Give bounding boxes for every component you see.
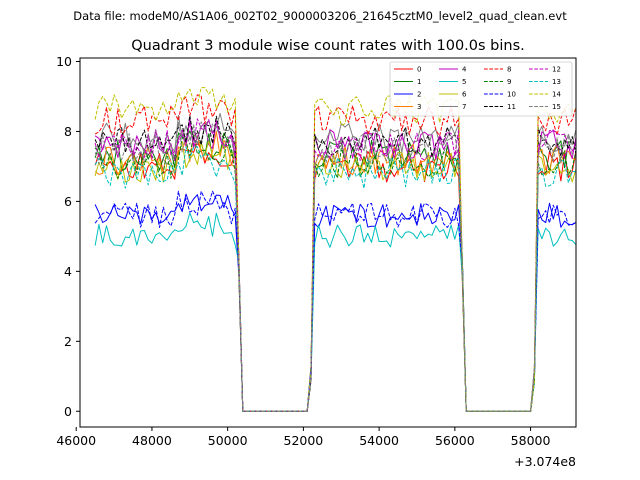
legend-label: 14: [552, 91, 561, 99]
axis-ticks: 46000 48000 50000 52000 54000 56000 58000 0 2 4 6 8…: [56, 54, 550, 448]
legend-label: 11: [507, 103, 516, 111]
series-line-1: [94, 130, 576, 412]
series-line-7: [95, 112, 576, 412]
series-line-13: [94, 146, 576, 412]
legend-label: 9: [507, 78, 511, 86]
series-line-2: [94, 193, 576, 412]
legend-label: 15: [552, 103, 561, 111]
legend-label: 5: [462, 78, 466, 86]
legend-frame: [389, 61, 573, 117]
plot-series-layer: [94, 87, 576, 412]
series-line-11: [94, 115, 576, 412]
series-line-0: [94, 141, 576, 412]
y-tick-label: 2: [64, 334, 72, 349]
x-axis-offset-label: +3.074e8: [514, 454, 576, 469]
legend-label: 10: [507, 91, 516, 99]
legend-label: 6: [462, 91, 467, 99]
y-tick-label: 10: [56, 54, 72, 69]
x-tick-label: 50000: [208, 433, 248, 448]
y-tick-label: 6: [64, 194, 72, 209]
series-line-8: [94, 94, 576, 412]
figure-suptitle: Data file: modeM0/AS1A06_002T02_90000032…: [73, 9, 567, 23]
legend-label: 12: [552, 66, 561, 74]
legend-label: 1: [417, 78, 421, 86]
y-tick-label: 4: [64, 264, 72, 279]
series-line-15: [94, 121, 576, 412]
plot-area-frame: [79, 57, 577, 428]
y-tick-label: 8: [64, 124, 72, 139]
series-line-10: [94, 190, 576, 412]
legend-label: 2: [417, 91, 421, 99]
x-tick-label: 56000: [435, 433, 475, 448]
chart-title: Quadrant 3 module wise count rates with …: [131, 38, 525, 54]
legend-label: 7: [462, 103, 466, 111]
legend-label: 3: [417, 103, 421, 111]
x-tick-label: 52000: [284, 433, 324, 448]
x-tick-label: 58000: [511, 433, 551, 448]
y-tick-label: 0: [64, 404, 72, 419]
x-tick-label: 48000: [132, 433, 172, 448]
series-line-5: [94, 212, 576, 412]
legend-label: 4: [462, 66, 467, 74]
x-tick-label: 46000: [56, 433, 96, 448]
series-line-9: [94, 134, 576, 412]
legend-label: 8: [507, 66, 511, 74]
series-line-6: [94, 139, 576, 412]
legend-label: 13: [552, 78, 561, 86]
x-tick-label: 54000: [359, 433, 399, 448]
legend-label: 0: [417, 66, 421, 74]
